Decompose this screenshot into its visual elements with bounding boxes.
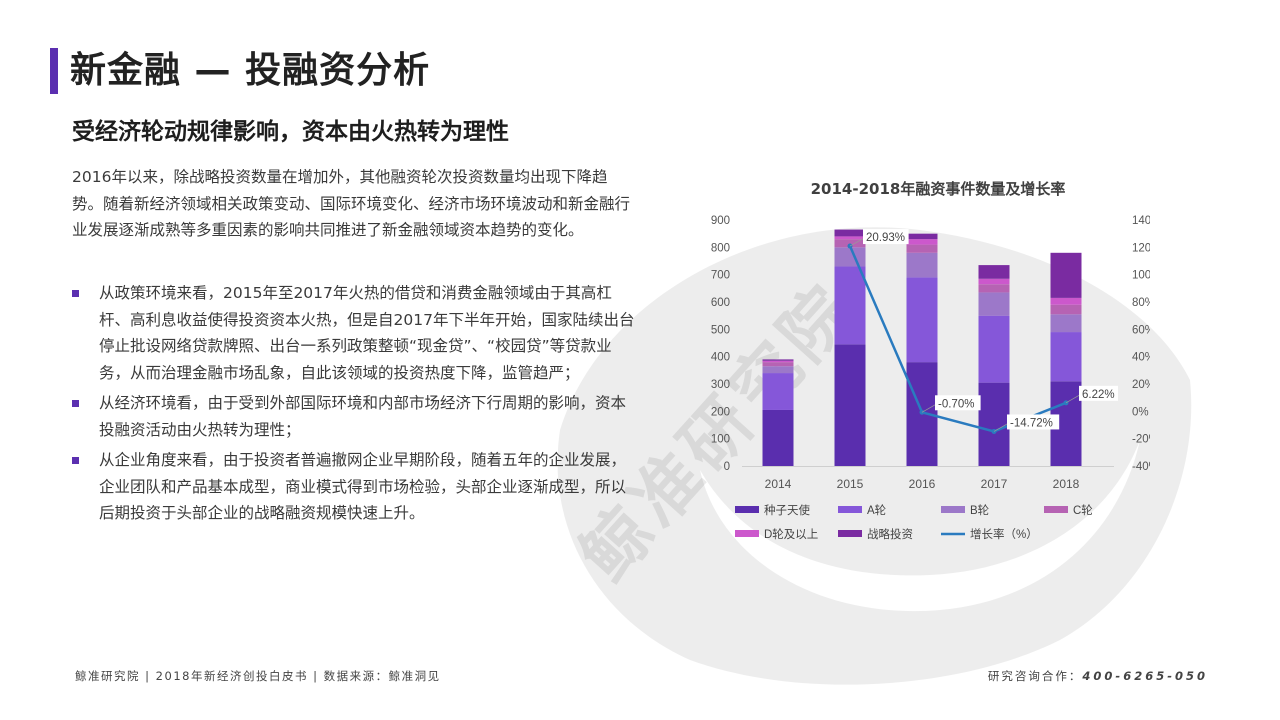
y-tick-label: 500 — [711, 324, 730, 336]
bar-segment — [1050, 304, 1082, 315]
bar-segment — [1050, 332, 1082, 382]
data-label-bg — [935, 395, 981, 411]
growth-rate-point — [991, 428, 997, 434]
legend-label: B轮 — [970, 503, 990, 517]
bar-segment — [1050, 297, 1082, 305]
bullet-item: 从政策环境来看，2015年至2017年火热的借贷和消费金融领域由于其高杠杆、高利… — [72, 280, 638, 386]
bar-segment — [906, 252, 938, 278]
bar-segment — [978, 284, 1010, 293]
footer-contact-label: 研究咨询合作： — [987, 669, 1083, 683]
data-label-bg — [1007, 414, 1060, 430]
growth-rate-label: 20.93% — [866, 232, 905, 244]
bullet-list: 从政策环境来看，2015年至2017年火热的借贷和消费金融领域由于其高杠杆、高利… — [72, 280, 638, 531]
bar-segment — [978, 382, 1010, 466]
y-tick-label: 900 — [711, 215, 730, 227]
bar-segment — [834, 266, 866, 345]
data-label-bg — [1079, 385, 1118, 401]
bar-segment — [978, 278, 1010, 285]
bullet-square-icon — [72, 290, 79, 297]
y-tick-label: 700 — [711, 270, 730, 282]
x-tick-label: 2015 — [837, 477, 864, 491]
bar-segment — [906, 233, 938, 240]
page-subtitle: 受经济轮动规律影响，资本由火热转为理性 — [72, 119, 509, 145]
bullet-text: 从企业角度来看，由于投资者普遍撤网企业早期阶段，随着五年的企业发展，企业团队和产… — [99, 451, 627, 522]
bar-segment — [978, 292, 1010, 316]
legend-label: C轮 — [1073, 503, 1093, 517]
legend-label: D轮及以上 — [764, 527, 818, 541]
bar-segment — [834, 229, 866, 237]
legend-label: 战略投资 — [867, 527, 913, 541]
y-tick-label: 200 — [711, 406, 730, 418]
legend-label: A轮 — [867, 503, 887, 517]
y2-tick-label: -20% — [1132, 434, 1150, 446]
bar-segment — [906, 244, 938, 253]
y-tick-label: 100 — [711, 434, 730, 446]
y2-tick-label: 20% — [1132, 379, 1150, 391]
y2-tick-label: -40% — [1132, 461, 1150, 473]
y-tick-label: 300 — [711, 379, 730, 391]
legend-swatch — [838, 506, 862, 513]
data-label-leader — [849, 237, 865, 247]
x-tick-label: 2017 — [981, 477, 1008, 491]
bullet-square-icon — [72, 400, 79, 407]
bar-segment — [762, 373, 794, 410]
data-label-bg — [863, 229, 909, 245]
chart-title: 2014-2018年融资事件数量及增长率 — [810, 180, 1066, 198]
bullet-square-icon — [72, 457, 79, 464]
bar-segment — [762, 362, 794, 367]
legend-swatch — [941, 506, 965, 513]
data-label-leader — [1065, 394, 1081, 404]
y2-tick-label: 40% — [1132, 352, 1150, 364]
legend-swatch — [735, 530, 759, 537]
x-tick-label: 2016 — [909, 477, 936, 491]
bullet-item: 从企业角度来看，由于投资者普遍撤网企业早期阶段，随着五年的企业发展，企业团队和产… — [72, 447, 638, 527]
legend-swatch — [735, 506, 759, 513]
bar-segment — [1050, 252, 1082, 298]
x-tick-label: 2018 — [1053, 477, 1080, 491]
bar-segment — [834, 239, 866, 248]
bar-segment — [906, 277, 938, 363]
footer-contact: 研究咨询合作：400-6265-050 — [988, 668, 1208, 684]
y-tick-label: 800 — [711, 242, 730, 254]
y2-tick-label: 0% — [1132, 406, 1149, 418]
y2-tick-label: 120% — [1132, 242, 1150, 254]
bar-segment — [978, 265, 1010, 279]
bar-segment — [834, 247, 866, 267]
y-tick-label: 400 — [711, 352, 730, 364]
footer-source: 鲸准研究院 | 2018年新经济创投白皮书 | 数据来源：鲸准洞见 — [75, 669, 441, 683]
bar-segment — [834, 236, 866, 240]
x-tick-label: 2014 — [765, 477, 792, 491]
growth-rate-label: -0.70% — [938, 398, 974, 410]
growth-rate-label: 6.22% — [1082, 389, 1115, 401]
legend-label: 增长率（%） — [970, 527, 1038, 541]
intro-paragraph: 2016年以来，除战略投资数量在增加外，其他融资轮次投资数量均出现下降趋势。随着… — [72, 168, 631, 239]
bullet-item: 从经济环境看，由于受到外部国际环境和内部市场经济下行周期的影响，资本投融资活动由… — [72, 390, 638, 443]
data-label-leader — [993, 423, 1009, 432]
legend-swatch — [1044, 506, 1068, 513]
legend-swatch — [838, 530, 862, 537]
bar-segment — [762, 409, 794, 466]
y2-tick-label: 80% — [1132, 297, 1150, 309]
financing-chart: 0 100 200 300 400 500 600 700 800 900 -40% -20% 0% 20… — [711, 215, 1150, 541]
y2-tick-label: 60% — [1132, 324, 1150, 336]
bar-segment — [762, 359, 794, 361]
y2-tick-label: 100% — [1132, 270, 1150, 282]
bar-segment — [834, 344, 866, 466]
data-label-leader — [921, 403, 937, 413]
bar-segment — [906, 239, 938, 245]
page-title: 新金融 — 投融资分析 — [70, 50, 431, 91]
bar-segment — [978, 315, 1010, 383]
y2-tick-label: 140% — [1132, 215, 1150, 227]
title-accent-bar — [50, 48, 58, 94]
growth-rate-label: -14.72% — [1010, 417, 1053, 429]
y-tick-label: 600 — [711, 297, 730, 309]
bullet-text: 从经济环境看，由于受到外部国际环境和内部市场经济下行周期的影响，资本投融资活动由… — [99, 394, 627, 439]
y-tick-label: 0 — [724, 461, 730, 473]
bullet-text: 从政策环境来看，2015年至2017年火热的借贷和消费金融领域由于其高杠杆、高利… — [99, 284, 635, 382]
bar-segment — [762, 366, 794, 374]
footer-phone: 400-6265-050 — [1082, 669, 1208, 683]
bar-segment — [762, 360, 794, 363]
legend-label: 种子天使 — [764, 503, 810, 517]
bar-segment — [1050, 314, 1082, 333]
